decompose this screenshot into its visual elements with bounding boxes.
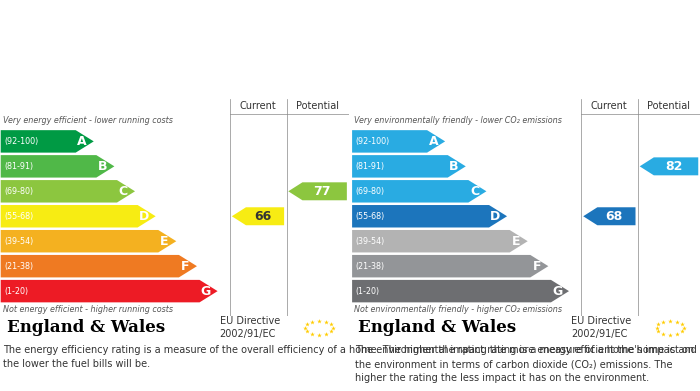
Text: 66: 66	[254, 210, 272, 223]
Text: England & Wales: England & Wales	[7, 319, 165, 336]
Text: D: D	[139, 210, 149, 223]
Text: Environmental Impact (CO₂) Rating: Environmental Impact (CO₂) Rating	[358, 79, 620, 92]
Text: (81-91): (81-91)	[4, 162, 34, 171]
Text: F: F	[533, 260, 541, 273]
Text: (81-91): (81-91)	[356, 162, 385, 171]
Text: Potential: Potential	[296, 101, 339, 111]
Text: 77: 77	[314, 185, 331, 198]
Text: G: G	[201, 285, 211, 298]
Text: (39-54): (39-54)	[4, 237, 34, 246]
Text: (55-68): (55-68)	[356, 212, 385, 221]
Text: Not energy efficient - higher running costs: Not energy efficient - higher running co…	[3, 305, 173, 314]
Text: C: C	[470, 185, 480, 198]
Text: (55-68): (55-68)	[4, 212, 34, 221]
Text: A: A	[77, 135, 87, 148]
Text: 82: 82	[665, 160, 682, 173]
Text: E: E	[160, 235, 169, 248]
Polygon shape	[352, 280, 569, 302]
Polygon shape	[232, 207, 284, 225]
Text: B: B	[449, 160, 459, 173]
Polygon shape	[1, 280, 218, 302]
Text: The energy efficiency rating is a measure of the overall efficiency of a home. T: The energy efficiency rating is a measur…	[4, 345, 697, 369]
Polygon shape	[1, 155, 114, 178]
Polygon shape	[352, 255, 548, 277]
Text: (92-100): (92-100)	[356, 137, 390, 146]
Text: Very energy efficient - lower running costs: Very energy efficient - lower running co…	[3, 116, 173, 125]
Polygon shape	[352, 230, 528, 253]
Text: (1-20): (1-20)	[4, 287, 28, 296]
Text: EU Directive
2002/91/EC: EU Directive 2002/91/EC	[220, 316, 280, 339]
Text: The environmental impact rating is a measure of a home's impact on the environme: The environmental impact rating is a mea…	[355, 345, 694, 383]
Text: B: B	[98, 160, 107, 173]
Text: (69-80): (69-80)	[356, 187, 385, 196]
Polygon shape	[1, 130, 94, 152]
Text: Not environmentally friendly - higher CO₂ emissions: Not environmentally friendly - higher CO…	[354, 305, 562, 314]
Text: E: E	[512, 235, 520, 248]
Polygon shape	[352, 130, 445, 152]
Text: Current: Current	[239, 101, 276, 111]
Polygon shape	[640, 157, 699, 175]
Polygon shape	[1, 180, 135, 203]
Text: (21-38): (21-38)	[4, 262, 34, 271]
Text: EU Directive
2002/91/EC: EU Directive 2002/91/EC	[571, 316, 631, 339]
Text: (39-54): (39-54)	[356, 237, 385, 246]
Polygon shape	[1, 205, 155, 228]
Text: (21-38): (21-38)	[356, 262, 385, 271]
Text: Energy Efficiency Rating: Energy Efficiency Rating	[6, 79, 190, 92]
Text: D: D	[490, 210, 500, 223]
Text: F: F	[181, 260, 190, 273]
Polygon shape	[352, 205, 507, 228]
Text: A: A	[428, 135, 438, 148]
Polygon shape	[288, 182, 347, 200]
Text: Current: Current	[591, 101, 628, 111]
Text: (69-80): (69-80)	[4, 187, 34, 196]
Text: Potential: Potential	[648, 101, 690, 111]
Text: (92-100): (92-100)	[4, 137, 39, 146]
Text: Very environmentally friendly - lower CO₂ emissions: Very environmentally friendly - lower CO…	[354, 116, 562, 125]
Polygon shape	[352, 155, 466, 178]
Text: England & Wales: England & Wales	[358, 319, 517, 336]
Text: (1-20): (1-20)	[356, 287, 379, 296]
Polygon shape	[583, 207, 636, 225]
Polygon shape	[1, 255, 197, 277]
Text: G: G	[552, 285, 562, 298]
Polygon shape	[1, 230, 176, 253]
Polygon shape	[352, 180, 486, 203]
Text: C: C	[119, 185, 128, 198]
Text: 68: 68	[606, 210, 623, 223]
